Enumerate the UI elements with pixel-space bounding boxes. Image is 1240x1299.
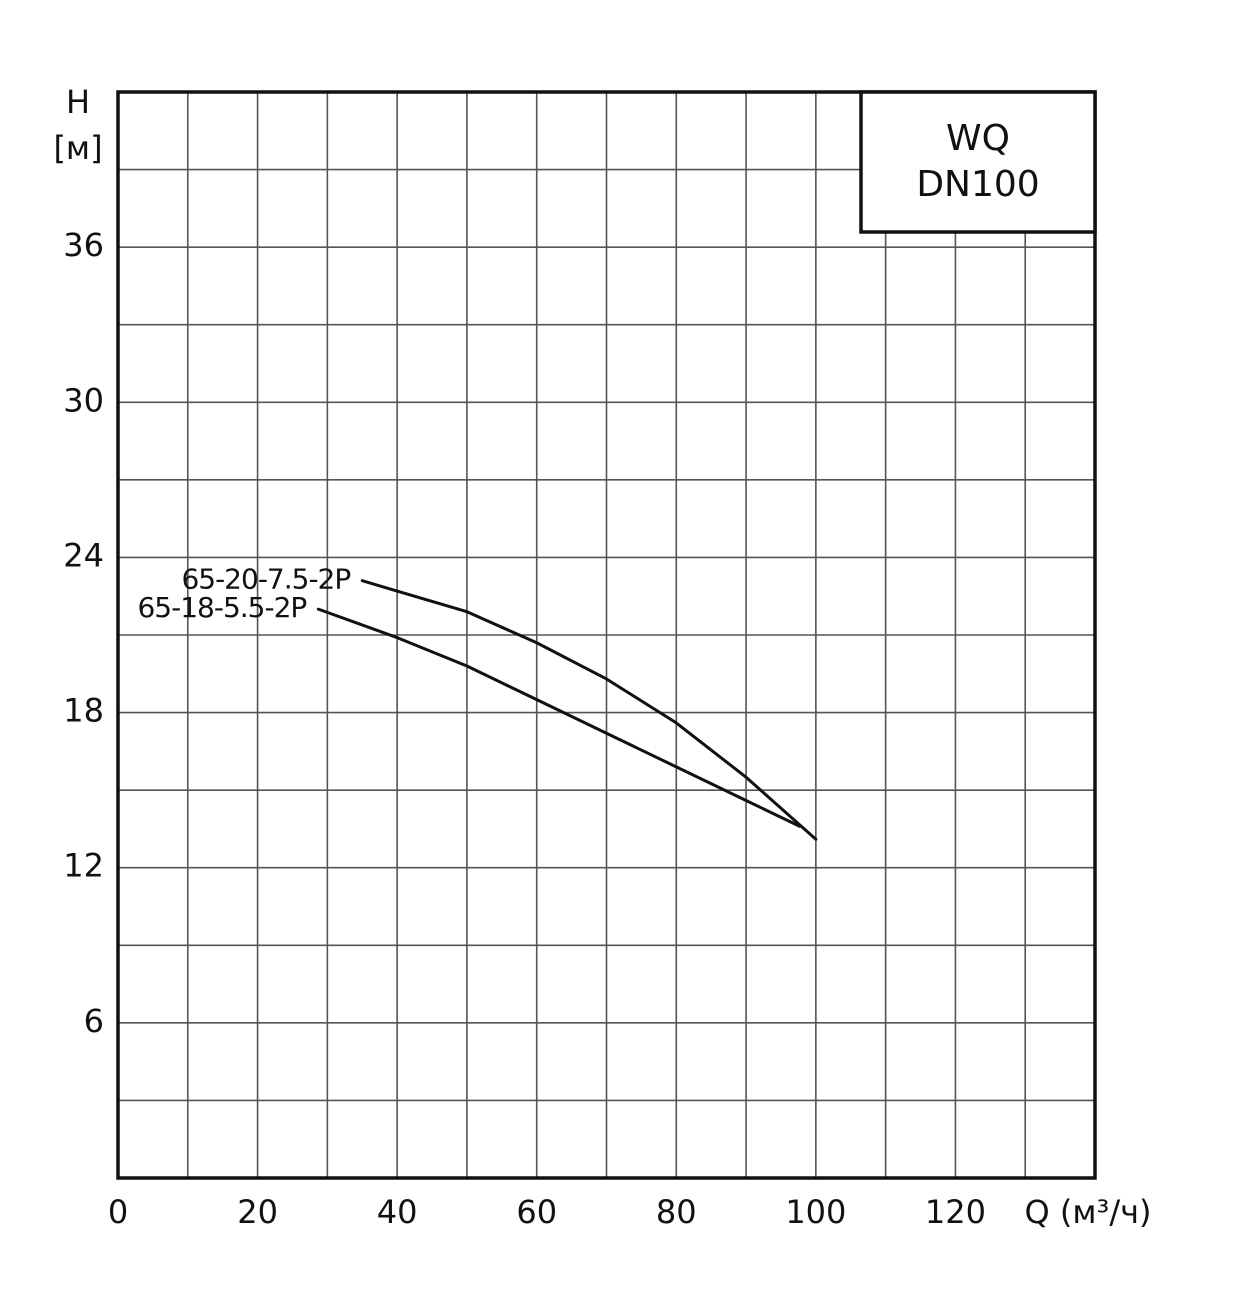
y-tick-label: 18 [63,692,104,730]
y-tick-label: 12 [63,847,104,885]
y-axis-unit: [м] [53,129,102,167]
curve-label: 65-18-5.5-2P [137,591,306,624]
title-box [859,90,1097,234]
curve-label: 65-20-7.5-2P [181,563,350,596]
y-tick-label: 6 [84,1002,104,1040]
subtitle: DN100 [916,164,1039,205]
x-tick-label: 100 [785,1193,846,1231]
curve [316,607,802,828]
x-tick-label: 60 [516,1193,557,1231]
y-tick-label: 30 [63,381,104,419]
x-axis-label: Q (м³/ч) [1025,1193,1152,1231]
x-tick-label: 0 [108,1193,128,1231]
x-tick-label: 80 [656,1193,697,1231]
x-tick-label: 120 [925,1193,986,1231]
y-axis-label: H [66,83,90,121]
x-tick-label: 40 [377,1193,418,1231]
x-tick-label: 20 [237,1193,278,1231]
plot-frame [116,90,1097,1180]
curve [360,579,818,841]
y-tick-label: 24 [63,536,104,574]
title: WQ [946,118,1010,159]
y-tick-label: 36 [63,226,104,264]
